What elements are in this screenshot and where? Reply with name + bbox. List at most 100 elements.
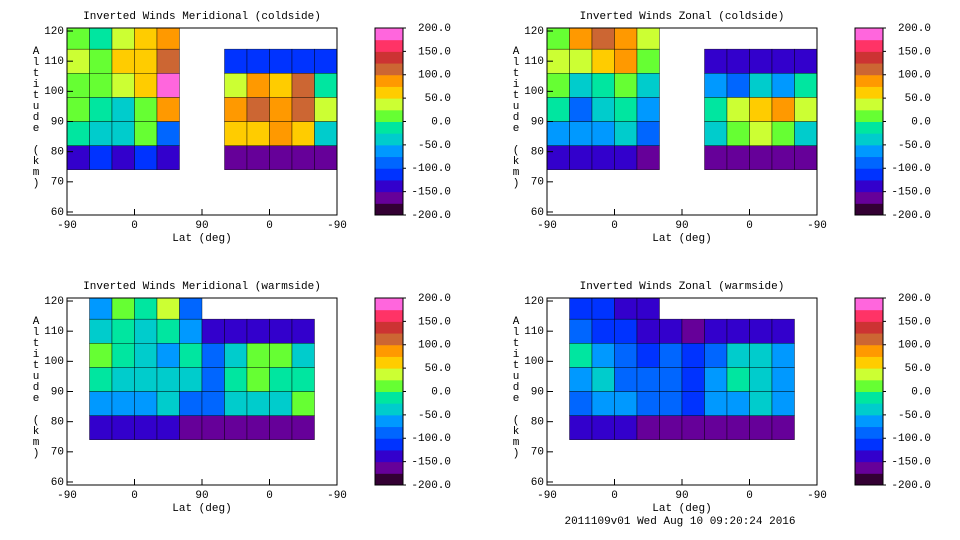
colorbar-label: 50.0 [425, 93, 451, 105]
colorbar-label: 150.0 [898, 316, 931, 328]
heat-cell [201, 367, 225, 392]
x-tick-label: 90 [675, 220, 688, 232]
x-tick-label: 0 [131, 220, 138, 232]
heat-cell [291, 48, 315, 74]
colorbar-label: -100.0 [411, 163, 451, 175]
colorbar-band [855, 63, 883, 76]
colorbar-label: -200.0 [411, 210, 451, 222]
heat-cell [681, 415, 705, 440]
colorbar-label: 0.0 [911, 386, 931, 398]
colorbar-band [855, 414, 883, 428]
colorbar-band [375, 344, 403, 357]
x-tick-label: -90 [807, 490, 827, 502]
heat-cell [636, 121, 660, 146]
heat-cell [591, 297, 615, 320]
x-tick-label: -90 [57, 220, 77, 232]
heat-cell [291, 343, 315, 368]
colorbar-band [375, 403, 403, 416]
heat-cell [134, 367, 158, 392]
heat-cell [89, 48, 113, 74]
heat-cell [156, 391, 180, 416]
colorbar-band [855, 203, 883, 216]
heat-cell [794, 121, 818, 146]
heat-cell [569, 367, 593, 392]
heat-cell [269, 318, 293, 344]
heat-cell [246, 97, 270, 122]
heat-cell [89, 343, 113, 368]
colorbar-band [375, 449, 403, 463]
colorbar-band [375, 144, 403, 158]
heat-cell [636, 27, 660, 50]
heat-cell [201, 318, 225, 344]
heat-cell [224, 391, 248, 416]
heat-cell [749, 415, 773, 440]
heat-cell [636, 343, 660, 368]
heat-cell [569, 97, 593, 122]
heat-cell [111, 121, 135, 146]
heat-cell [659, 415, 683, 440]
heat-cell [134, 27, 158, 50]
colorbar-band [855, 109, 883, 122]
heat-cell [591, 27, 615, 50]
heat-cell [726, 121, 750, 146]
heat-cell [794, 73, 818, 98]
heat-cell [291, 121, 315, 146]
heat-cell [224, 343, 248, 368]
heat-cell [269, 97, 293, 122]
heat-cell [659, 318, 683, 344]
colorbar-band [375, 414, 403, 428]
heat-cell [771, 343, 795, 368]
colorbar-label: -200.0 [891, 210, 931, 222]
heat-cell [89, 27, 113, 50]
colorbar-band [855, 391, 883, 404]
colorbar-label: 150.0 [418, 316, 451, 328]
colorbar-band [855, 156, 883, 169]
colorbar-band [375, 28, 403, 41]
colorbar-band [375, 368, 403, 381]
heat-cell [179, 318, 203, 344]
colorbar-band [375, 309, 403, 322]
colorbar-band [855, 168, 883, 181]
heat-cell [291, 97, 315, 122]
heat-cell [591, 415, 615, 440]
heat-cell [794, 48, 818, 74]
heat-cell [224, 97, 248, 122]
heat-cell [636, 48, 660, 74]
heat-cell [636, 391, 660, 416]
heat-cell [291, 318, 315, 344]
y-tick-label: 70 [531, 447, 544, 459]
y-tick-label: 100 [44, 86, 64, 98]
colorbar-label: -150.0 [891, 187, 931, 199]
colorbar-band [855, 368, 883, 381]
colorbar-label: 200.0 [898, 23, 931, 35]
heat-cell [704, 318, 728, 344]
y-tick-label: 100 [524, 356, 544, 368]
heat-cell [201, 391, 225, 416]
heat-cell [156, 297, 180, 320]
heat-cell [111, 297, 135, 320]
heat-cell [591, 97, 615, 122]
colorbar-band [855, 403, 883, 416]
y-axis-label: Altitude (km) [30, 316, 42, 459]
heat-cell [269, 367, 293, 392]
y-tick-label: 60 [51, 207, 64, 219]
colorbar-band [375, 379, 403, 392]
heat-cell [569, 73, 593, 98]
heat-cell [201, 343, 225, 368]
y-tick-label: 100 [44, 356, 64, 368]
heat-cell [546, 121, 570, 146]
colorbar-label: 150.0 [418, 46, 451, 58]
colorbar-label: 50.0 [905, 93, 931, 105]
heat-cell [89, 73, 113, 98]
heat-cell [111, 27, 135, 50]
heat-cell [314, 145, 338, 170]
x-tick-label: -90 [327, 490, 347, 502]
heat-cell [111, 48, 135, 74]
heat-cell [749, 121, 773, 146]
y-tick-label: 80 [51, 417, 64, 429]
colorbar-label: -50.0 [898, 410, 931, 422]
heat-cell [111, 367, 135, 392]
heat-cell [134, 391, 158, 416]
panel-title: Inverted Winds Zonal (coldside) [580, 11, 785, 23]
panel-title: Inverted Winds Meridional (warmside) [83, 281, 321, 293]
